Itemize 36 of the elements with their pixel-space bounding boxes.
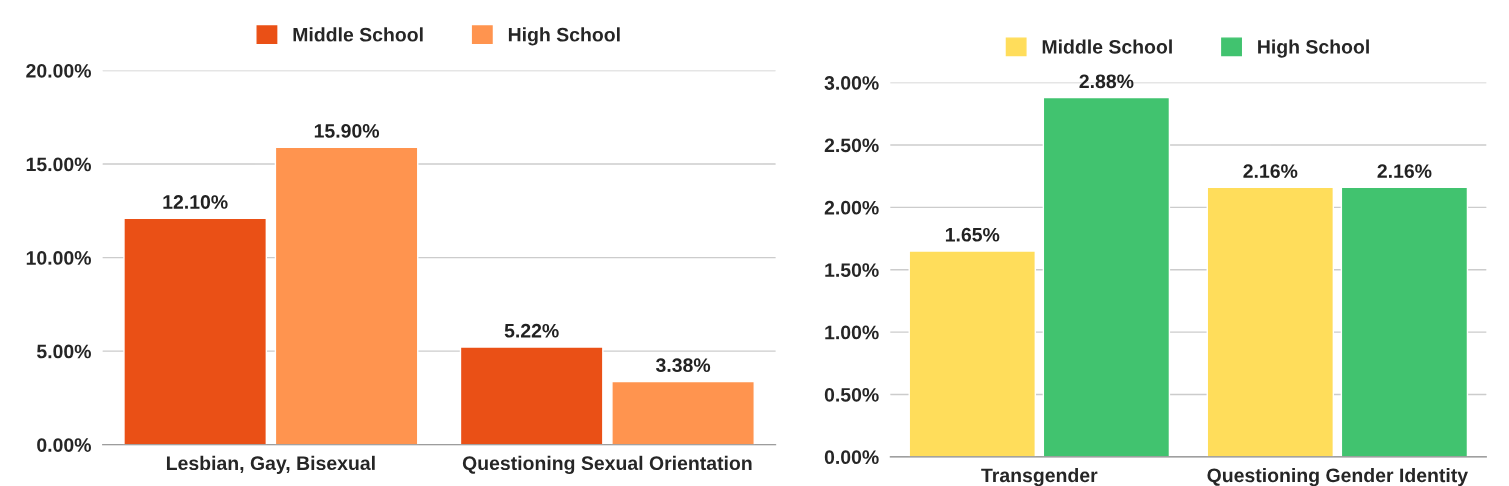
y-tick-label: 5.00% (36, 344, 91, 359)
data-label: 3.38% (655, 358, 711, 373)
data-label: 12.10% (163, 195, 228, 209)
y-tick-label: 0.50% (824, 387, 879, 402)
bar (1042, 96, 1171, 457)
data-label: 2.16% (1377, 164, 1432, 178)
data-label: 5.22% (504, 323, 559, 338)
y-tick-label: 15.00% (26, 157, 91, 172)
legend-label: High School (508, 27, 620, 46)
x-tick-label: Questioning Sexual Orientation (462, 455, 752, 475)
data-label: 15.90% (314, 124, 380, 138)
y-tick-label: 10.00% (26, 251, 91, 265)
y-tick-label: 1.00% (825, 325, 879, 340)
y-tick-label: 3.00% (824, 76, 879, 90)
bar (908, 250, 1036, 457)
x-tick-label: Lesbian, Gay, Bisexual (166, 455, 375, 474)
y-tick-label: 2.00% (824, 200, 879, 215)
y-tick-label: 0.00% (824, 450, 879, 465)
legend-label: High School (1258, 39, 1369, 58)
y-tick-label: 0.00% (37, 438, 91, 452)
y-tick-label: 1.50% (825, 263, 879, 277)
bar (123, 217, 268, 445)
y-tick-label: 20.00% (26, 63, 91, 78)
x-tick-label: Transgender (981, 467, 1098, 486)
legend-label: Middle School (293, 27, 423, 42)
bar (1340, 186, 1469, 457)
bar (274, 146, 419, 445)
data-label: 2.16% (1243, 164, 1298, 178)
bar (1206, 186, 1335, 457)
x-tick-label: Questioning Gender Identity (1207, 467, 1468, 486)
y-tick-label: 2.50% (824, 138, 879, 153)
legend-label: Middle School (1042, 39, 1172, 54)
data-label: 2.88% (1079, 74, 1134, 89)
bar (459, 346, 604, 445)
bar (611, 380, 755, 445)
data-label: 1.65% (945, 227, 1000, 242)
